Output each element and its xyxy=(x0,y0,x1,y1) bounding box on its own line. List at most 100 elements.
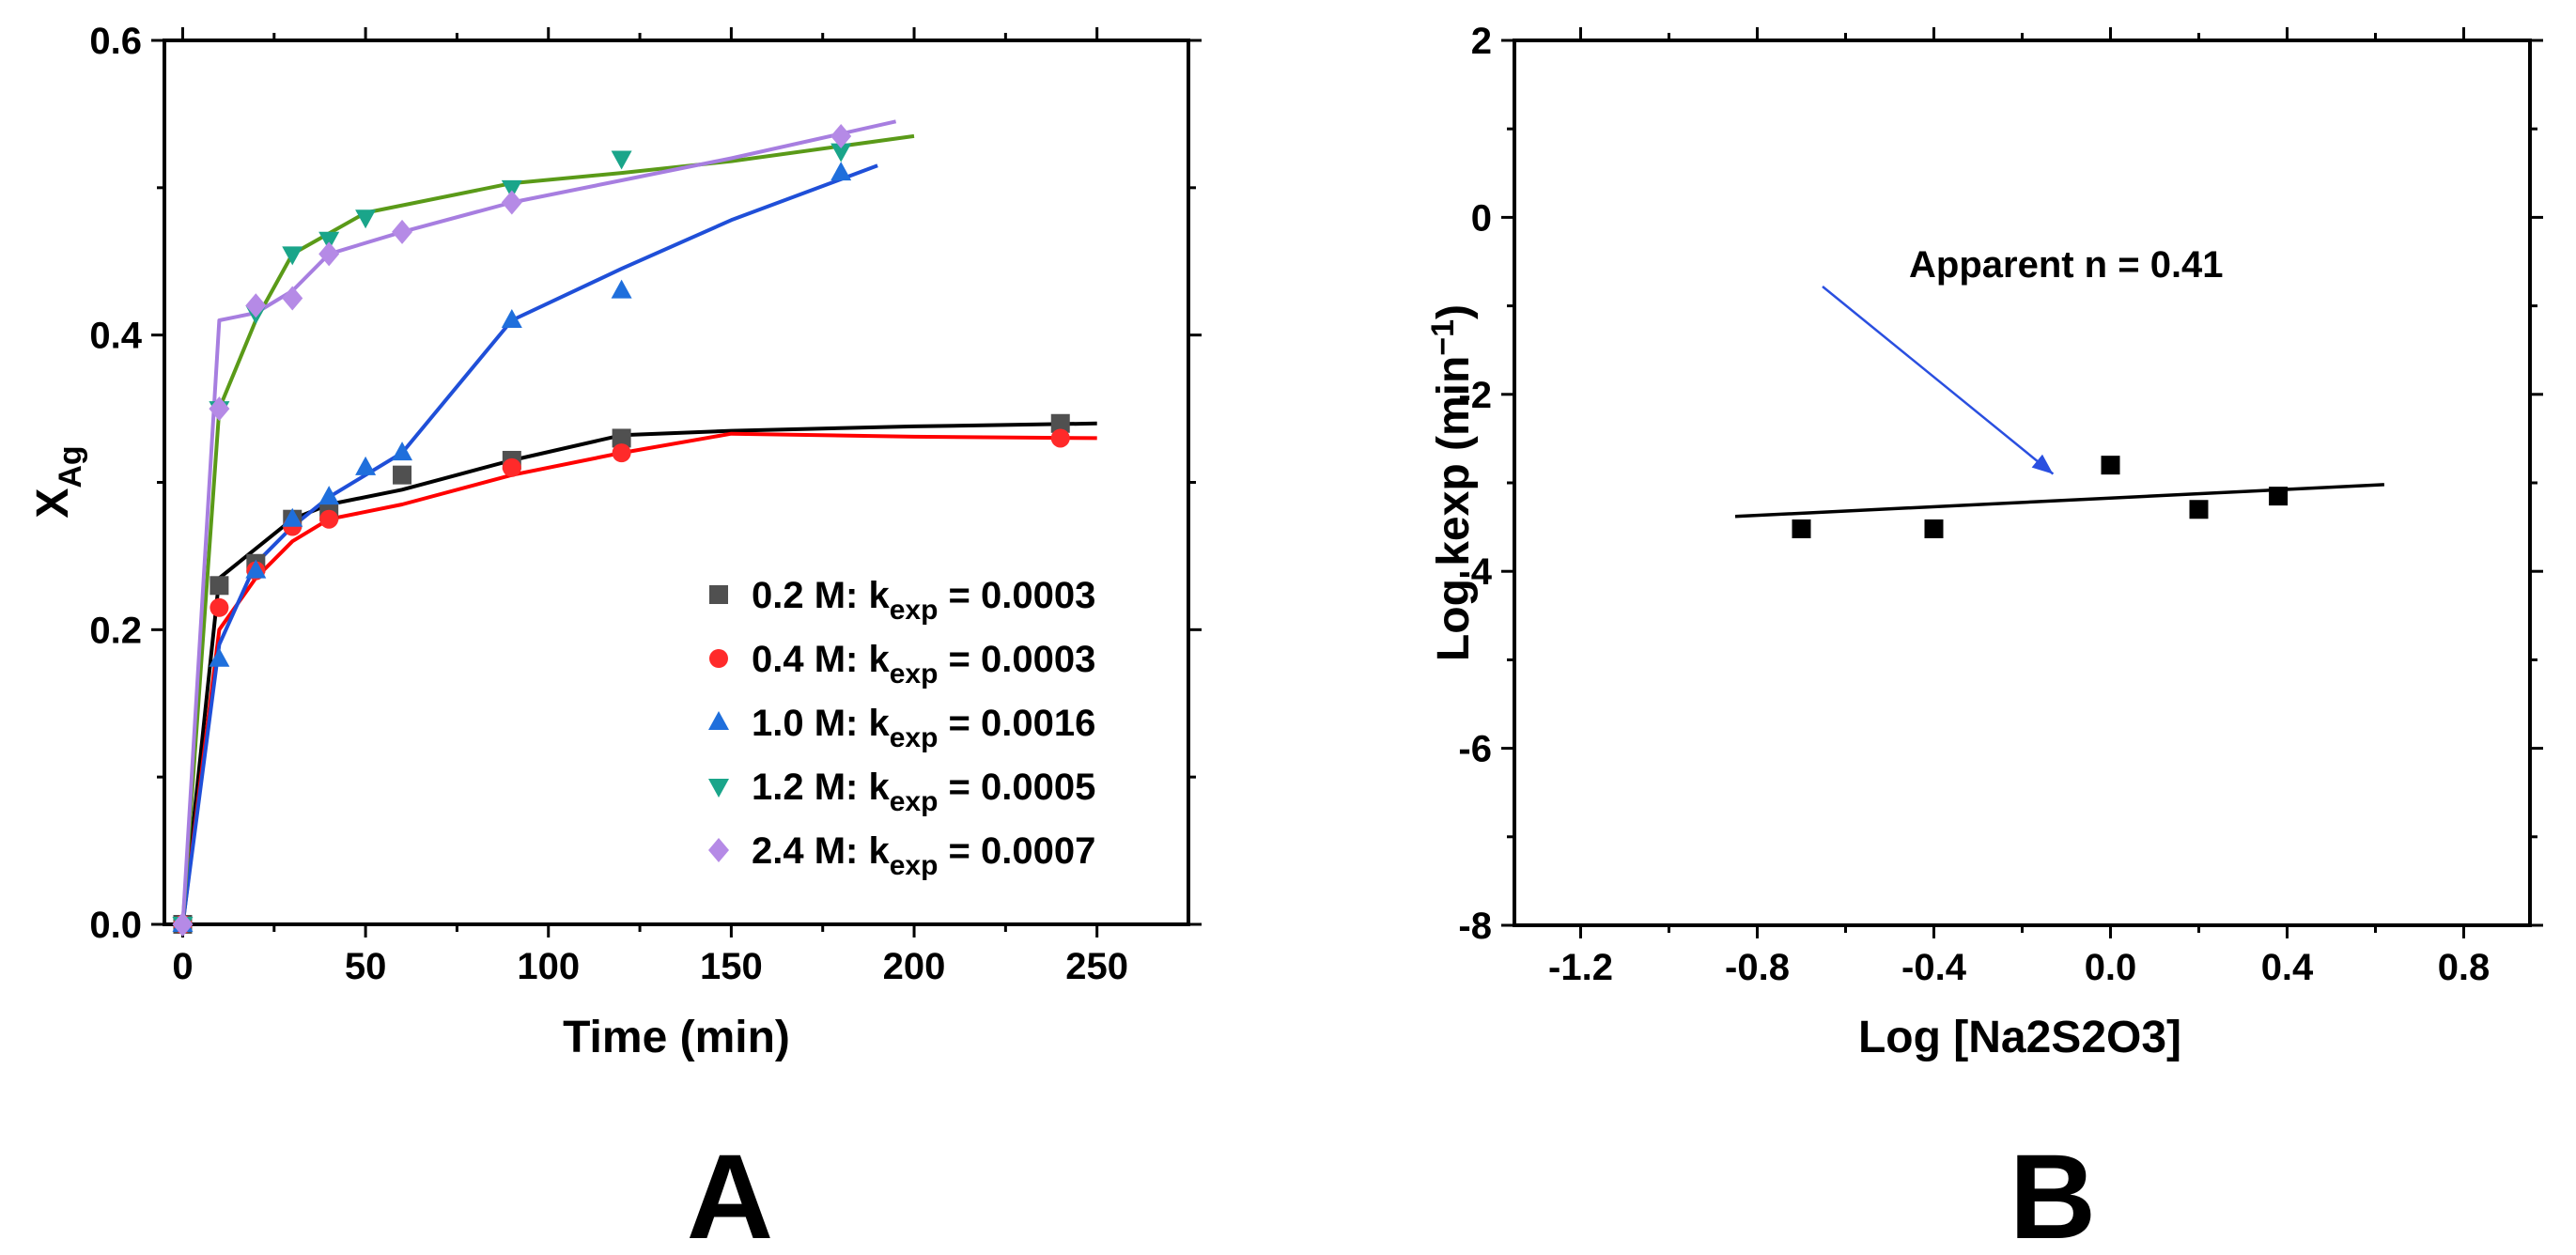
data-point-series-4 xyxy=(172,912,194,937)
data-point-series-1 xyxy=(209,597,229,617)
data-point-series-0 xyxy=(1050,413,1070,433)
x-tick-label: -0.4 xyxy=(1901,947,1967,988)
legend-label-1: 0.4 M: kexp = 0.0003 xyxy=(752,639,1095,689)
y-tick-label: -8 xyxy=(1458,906,1492,947)
data-point-series-2 xyxy=(355,456,377,475)
panel-b-axis-ticks: -1.2 -0.8 -0.4 0.0 0.4 0.8 -8 -6 -4 -2 0 2 xyxy=(1458,21,2543,988)
legend-label-2: 1.0 M: kexp = 0.0016 xyxy=(752,703,1095,753)
data-point-series-4 xyxy=(245,293,267,318)
legend-label-suffix: = 0.0003 xyxy=(938,639,1095,680)
legend-label-prefix: 0.4 M: k xyxy=(752,639,890,680)
x-tick-label: 200 xyxy=(883,946,946,987)
panel-b-annotation-arrow xyxy=(1822,286,2055,475)
x-tick-label: 0.0 xyxy=(2085,947,2137,988)
panel-b-annotation: Apparent n = 0.41 xyxy=(1909,244,2224,286)
y-tick-label: -6 xyxy=(1458,729,1492,770)
legend-marker-4 xyxy=(708,838,729,862)
y-tick-label: 2 xyxy=(1471,21,1492,62)
x-tick-label: 0.4 xyxy=(2261,947,2314,988)
data-point-series-2 xyxy=(282,507,303,527)
data-point-series-0 xyxy=(612,428,631,448)
panel-a-data-points xyxy=(172,123,1070,937)
legend-label-subscript: exp xyxy=(890,595,939,626)
data-point-series-3 xyxy=(501,179,522,199)
legend-label-suffix: = 0.0016 xyxy=(938,703,1095,744)
panel-a-chart: 0 50 100 150 200 250 0.0 0.2 0.4 0.6 0.2 M: kexp … xyxy=(28,21,1202,1255)
panel-a-axis-ticks: 0 50 100 150 200 250 0.0 0.2 0.4 0.6 xyxy=(89,21,1202,987)
data-point-series-0 xyxy=(1792,519,1811,538)
data-point-series-2 xyxy=(318,486,340,505)
legend-marker-2 xyxy=(708,711,729,730)
x-tick-label: 150 xyxy=(700,946,763,987)
legend-label-3: 1.2 M: kexp = 0.0005 xyxy=(752,767,1095,817)
data-point-series-2 xyxy=(830,162,852,181)
data-point-series-2 xyxy=(611,279,632,299)
panel-b-y-axis-title-close: ) xyxy=(1429,304,1479,319)
panel-b-chart: -1.2 -0.8 -0.4 0.0 0.4 0.8 -8 -6 -4 -2 0 2 Apparent… xyxy=(1425,21,2543,1255)
panel-label-a: A xyxy=(687,1130,773,1255)
y-tick-label: 0.6 xyxy=(89,21,142,62)
panel-b-y-axis-title: Log kexp (min−1) xyxy=(1425,304,1479,661)
x-tick-label: 50 xyxy=(345,946,387,987)
data-point-series-4 xyxy=(318,241,340,267)
legend-label-suffix: = 0.0003 xyxy=(938,575,1095,616)
annotation-arrow-line xyxy=(1822,286,2055,475)
panel-b-y-axis-title-sup: −1 xyxy=(1425,319,1461,356)
y-tick-label: 0.0 xyxy=(89,905,142,946)
panel-a-y-axis-title-main: X xyxy=(28,488,78,519)
y-tick-label: -2 xyxy=(1458,375,1492,416)
data-point-series-3 xyxy=(611,150,632,170)
panel-a-x-axis-title: Time (min) xyxy=(563,1013,790,1062)
data-point-series-0 xyxy=(393,465,412,485)
data-point-series-0 xyxy=(1924,519,1944,538)
panel-b-x-axis-title: Log [Na2S2O3] xyxy=(1858,1013,2181,1062)
data-point-series-3 xyxy=(318,231,340,251)
legend-label-prefix: 1.0 M: k xyxy=(752,703,890,744)
data-point-series-0 xyxy=(2269,487,2289,506)
panel-b-x-axis-title-text: Log [Na2S2O3] xyxy=(1858,1013,2181,1062)
panel-b-plot-frame xyxy=(1513,39,2532,927)
x-tick-label: -1.2 xyxy=(1548,947,1613,988)
legend-label-subscript: exp xyxy=(890,658,939,689)
data-point-series-2 xyxy=(392,442,413,461)
data-point-series-3 xyxy=(282,246,303,266)
legend-label-subscript: exp xyxy=(890,786,939,817)
x-tick-label: 250 xyxy=(1065,946,1128,987)
data-point-series-4 xyxy=(830,123,852,148)
x-tick-label: 100 xyxy=(517,946,580,987)
data-point-series-4 xyxy=(392,219,413,244)
legend-label-prefix: 0.2 M: k xyxy=(752,575,890,616)
x-tick-label: -0.8 xyxy=(1725,947,1790,988)
x-tick-label: 0.8 xyxy=(2438,947,2491,988)
fit-line-series-1 xyxy=(180,431,1097,925)
data-point-series-1 xyxy=(1050,428,1070,448)
panel-label-b: B xyxy=(2010,1130,2096,1255)
panel-a-y-axis-title: XAg xyxy=(28,445,88,518)
legend-label-suffix: = 0.0005 xyxy=(938,767,1095,808)
data-point-series-0 xyxy=(2189,500,2209,519)
annotation-arrow-head xyxy=(2031,454,2054,474)
legend-label-prefix: 2.4 M: k xyxy=(752,830,890,872)
fit-line-series-4 xyxy=(180,119,897,925)
y-tick-label: 0 xyxy=(1471,197,1492,239)
data-point-series-0 xyxy=(2101,456,2120,475)
legend-label-subscript: exp xyxy=(890,722,939,753)
legend-label-0: 0.2 M: kexp = 0.0003 xyxy=(752,575,1095,626)
y-tick-label: 0.4 xyxy=(89,316,142,357)
legend-label-subscript: exp xyxy=(890,850,939,881)
data-point-series-2 xyxy=(209,647,230,667)
data-point-series-4 xyxy=(501,190,522,215)
panel-a-y-axis-title-sub: Ag xyxy=(53,445,88,488)
legend-marker-3 xyxy=(708,779,729,798)
data-point-series-2 xyxy=(501,308,522,328)
panel-b-data-points xyxy=(1792,456,2289,538)
y-tick-label: -4 xyxy=(1458,551,1492,593)
y-tick-label: 0.2 xyxy=(89,610,142,651)
data-point-series-1 xyxy=(502,457,521,477)
legend-marker-1 xyxy=(709,649,728,668)
data-point-series-4 xyxy=(282,286,303,311)
legend-label-suffix: = 0.0007 xyxy=(938,830,1095,872)
fit-line-series-0 xyxy=(180,421,1097,925)
